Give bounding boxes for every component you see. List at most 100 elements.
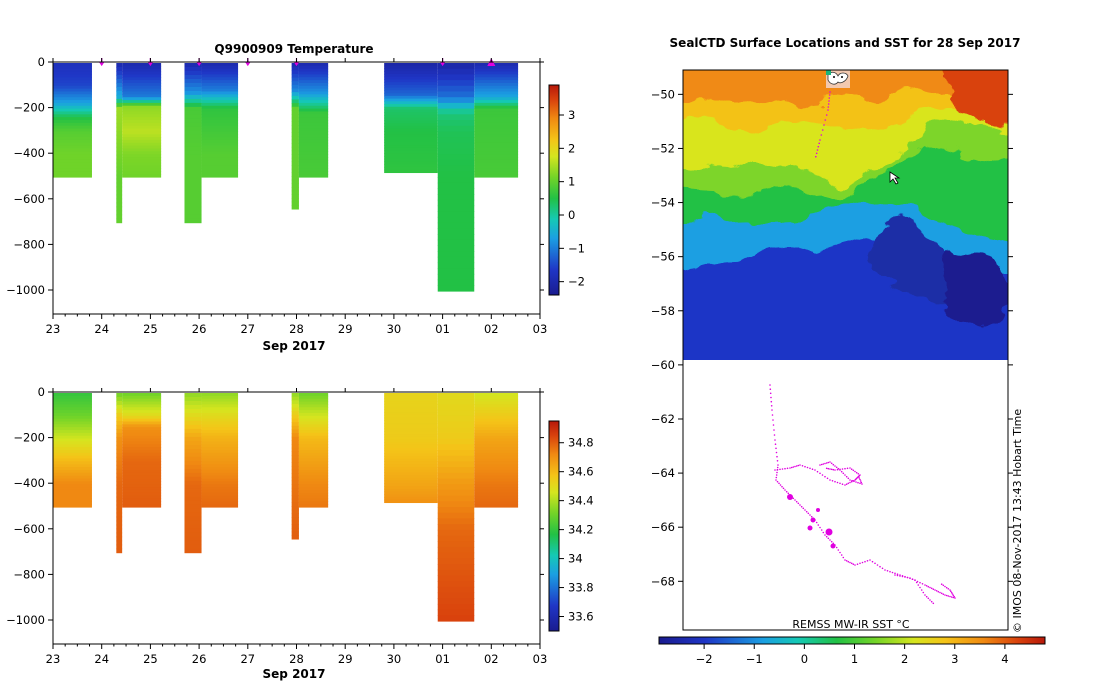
track-point: [776, 471, 778, 474]
map-title: SealCTD Surface Locations and SST for 28…: [670, 36, 1021, 50]
track-point: [816, 470, 819, 473]
profile-column: [474, 63, 519, 178]
track-point: [854, 564, 856, 566]
track-point: [859, 478, 861, 481]
profile-column: [122, 393, 162, 508]
track-point: [806, 466, 809, 469]
temperature-colorbar-scale: [548, 84, 560, 296]
temperature-x-axis: 23 24 25 26 27 28 29 30 01 02 03: [46, 58, 547, 336]
track-point: [857, 475, 860, 478]
latitude-tick-label: −60: [651, 358, 675, 372]
track-point: [927, 597, 930, 600]
track-point: [952, 594, 955, 597]
track-point: [794, 499, 796, 501]
x-tick-label: 27: [240, 322, 255, 336]
profile-column: [298, 63, 329, 178]
track-point: [839, 469, 841, 471]
track-point: [849, 479, 851, 481]
latitude-tick-label: −62: [651, 412, 675, 426]
y-tick-label: −200: [13, 431, 45, 445]
seal-tracks: [769, 91, 956, 605]
track-point: [801, 465, 804, 467]
track-point: [834, 480, 836, 483]
track-point: [850, 468, 853, 471]
y-tick-label: −1000: [6, 613, 45, 627]
track-point: [771, 409, 773, 411]
track-point: [787, 492, 790, 495]
x-tick-label: 28: [289, 652, 304, 666]
track-point: [864, 560, 866, 563]
track-point: [904, 576, 906, 578]
track-point: [844, 484, 846, 486]
track-point: [814, 469, 816, 471]
track-point: [815, 521, 818, 524]
track-point: [824, 475, 826, 478]
x-tick-label: 23: [46, 652, 61, 666]
track-point: [799, 464, 801, 466]
track-point: [820, 463, 823, 466]
profile-column: [53, 393, 92, 508]
track-point: [896, 574, 899, 577]
track-point: [859, 474, 861, 476]
track-point: [828, 97, 831, 99]
sst-colorbar: −2−1012346065707580: [658, 636, 1046, 666]
track-point: [909, 577, 911, 579]
track-point: [849, 481, 851, 484]
track-point: [950, 596, 953, 598]
track-point: [820, 529, 823, 531]
track-point: [920, 589, 923, 591]
profile-column: [184, 393, 202, 554]
y-tick-label: −400: [13, 476, 45, 490]
track-point: [859, 482, 861, 485]
track-point: [847, 482, 850, 485]
latitude-tick-label: −68: [651, 574, 675, 588]
track-point: [845, 560, 848, 562]
track-point: [769, 392, 772, 395]
profile-column: [384, 63, 438, 174]
track-point: [810, 515, 813, 518]
track-point: [782, 487, 785, 490]
celsius-tick-label: −1: [746, 652, 763, 666]
track-point: [857, 481, 859, 484]
temperature-y-axis: 0 −200 −400 −600 −800 −1000: [6, 55, 544, 297]
track-point: [925, 595, 928, 598]
map-latitude-axis: −50 −52 −54 −56 −58 −60 −62 −64 −66 −68: [651, 87, 1013, 588]
track-point: [856, 563, 859, 565]
sea-ice-edge: [680, 364, 1010, 640]
track-point: [825, 462, 828, 464]
track-point: [774, 443, 777, 446]
colorbar-tick-label: −1: [568, 241, 585, 255]
track-point: [824, 119, 827, 121]
colorbar-tick-label: 34.2: [568, 523, 594, 537]
track-point: [871, 560, 874, 563]
x-tick-label: 29: [338, 652, 353, 666]
track-point: [881, 567, 884, 570]
colorbar-tick-label: 3: [568, 108, 575, 122]
track-point: [855, 481, 857, 483]
track-point: [934, 589, 936, 591]
track-point: [819, 139, 821, 141]
track-point: [930, 587, 933, 590]
profile-column: [384, 393, 438, 504]
track-point: [858, 477, 861, 479]
track-point: [786, 467, 789, 470]
track-point: [804, 465, 806, 468]
track-point: [772, 419, 774, 421]
track-point: [823, 124, 825, 126]
track-point: [947, 595, 950, 597]
track-point: [855, 471, 858, 474]
track-point: [775, 479, 777, 481]
colorbar-tick-label: 33.8: [568, 581, 594, 595]
track-point: [845, 483, 848, 486]
track-point: [774, 439, 776, 441]
track-point: [779, 468, 781, 471]
track-point: [829, 479, 831, 481]
y-tick-label: −400: [13, 146, 45, 160]
track-point: [841, 483, 844, 486]
colorbar-tick-label: 1: [568, 175, 575, 189]
track-point: [789, 467, 791, 469]
track-point: [859, 562, 861, 565]
track-point: [921, 583, 924, 585]
profile-column: [116, 393, 123, 554]
sst-source-label: REMSS MW-IR SST °C: [792, 618, 910, 631]
